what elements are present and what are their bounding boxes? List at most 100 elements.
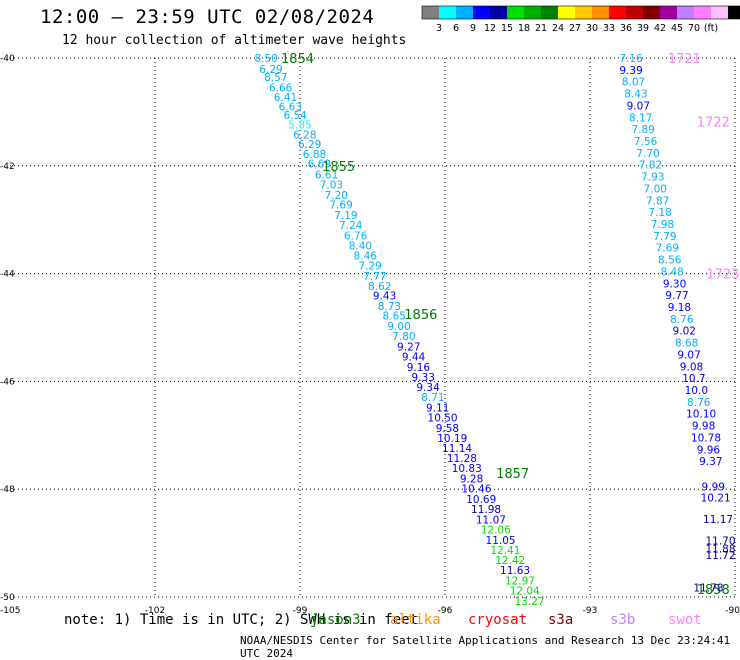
legend-label: 70 (688, 23, 700, 34)
wave-height-label: 9.11 (426, 402, 449, 414)
wave-height-label: 10.78 (691, 432, 721, 444)
legend-label: 27 (569, 23, 581, 34)
satellite-label-altika: altika (390, 612, 441, 628)
wave-height-label: 11.14 (442, 443, 472, 455)
wave-height-label: 9.34 (416, 382, 440, 394)
wave-height-label: 9.00 (387, 321, 410, 333)
legend-label: 36 (620, 23, 632, 34)
wave-height-label: 9.77 (665, 290, 688, 302)
wave-height-label: 7.77 (363, 271, 386, 283)
y-tick-label: -42 (0, 162, 15, 172)
wave-height-label: 7.20 (325, 190, 348, 202)
wave-height-label: 6.88 (303, 149, 326, 161)
legend-swatch (541, 6, 558, 19)
legend-swatch (558, 6, 575, 19)
wave-height-label: 6.29 (259, 64, 282, 76)
legend-label: 30 (586, 23, 598, 34)
wave-height-label: 8.40 (349, 241, 372, 253)
legend-swatch (592, 6, 609, 19)
wave-height-label: 7.98 (651, 219, 674, 231)
wave-height-label: 11.05 (486, 535, 516, 547)
legend-label: (ft) (704, 23, 718, 34)
x-tick-label: -90 (725, 606, 740, 616)
wave-height-label: 7.18 (648, 207, 671, 219)
wave-height-label: 6.29 (298, 139, 321, 151)
legend-label: 18 (518, 23, 530, 34)
wave-height-label: 9.07 (627, 100, 650, 112)
wave-height-label: 7.87 (646, 195, 669, 207)
satellite-label-s3b: s3b (610, 612, 636, 628)
wave-height-label: 9.08 (680, 361, 703, 373)
wave-height-label: 9.18 (668, 302, 691, 314)
legend-swatch (524, 6, 541, 19)
wave-height-label: 7.80 (392, 331, 415, 343)
wave-height-label: 7.69 (656, 243, 679, 255)
wave-height-label: 9.02 (673, 326, 696, 338)
wave-height-label: 10.83 (452, 463, 482, 475)
legend-label: 39 (637, 23, 649, 34)
wave-height-label: 8.65 (383, 311, 406, 323)
wave-height-label: 7.24 (339, 220, 363, 232)
wave-height-label: 12.41 (490, 545, 520, 557)
wave-height-label: 8.43 (624, 89, 647, 101)
wave-height-label: 6.66 (269, 83, 293, 95)
wave-height-label: 6.54 (283, 110, 307, 122)
time-label: 1856 (404, 308, 437, 323)
wave-height-label: 8.50 (254, 53, 277, 65)
wave-height-label: 7.56 (634, 136, 658, 148)
wave-height-label: 7.03 (320, 180, 343, 192)
wave-height-label: 9.39 (619, 65, 642, 77)
legend-label: 9 (470, 23, 476, 34)
satellite-label-s3a: s3a (548, 612, 574, 628)
legend-swatch (473, 6, 490, 19)
wave-height-label: 10.10 (686, 409, 716, 421)
map-title: 12:00 – 23:59 UTC 02/08/2024 (40, 6, 375, 28)
wave-height-label: 9.99 (702, 482, 725, 494)
wave-height-label: 11.70 (705, 535, 735, 547)
wave-height-label: 11.98 (471, 504, 501, 516)
wave-height-label: 8.68 (675, 338, 698, 350)
color-legend: 3 6 9 12 15 18 21 24 27 30 33 36 39 42 45 70 (ft) (421, 5, 740, 34)
wave-height-label: 9.58 (436, 423, 459, 435)
legend-label: 21 (535, 23, 547, 34)
wave-height-label: 8.76 (687, 397, 711, 409)
wave-height-label: 9.37 (699, 456, 722, 468)
y-tick-label: -50 (0, 593, 15, 603)
wave-height-label: 13.27 (515, 596, 545, 608)
wave-height-label: 7.00 (644, 183, 667, 195)
wave-height-label: 7.69 (329, 200, 352, 212)
wave-height-label: 8.07 (622, 77, 645, 89)
satellite-label-cryosat: cryosat (468, 612, 528, 628)
wave-height-label: 8.46 (354, 250, 378, 262)
wave-height-label: 8.48 (660, 266, 683, 278)
wave-height-label: 8.62 (368, 281, 391, 293)
legend-label: 45 (671, 23, 683, 34)
wave-height-label: 9.96 (697, 444, 721, 456)
wave-height-label: 12.97 (505, 575, 535, 587)
legend-swatch (422, 6, 439, 19)
time-label: 1723 (706, 268, 739, 283)
wave-height-label: 12.04 (510, 586, 540, 598)
legend-label: 24 (552, 23, 564, 34)
legend-swatch (456, 6, 473, 19)
wave-height-label: 6.41 (274, 92, 297, 104)
wave-height-label: 11.72 (705, 550, 735, 562)
track-2: 7.169.398.078.439.078.177.897.567.707.82… (619, 52, 739, 594)
wave-height-label: 11.78 (693, 582, 723, 594)
x-tick-label: -93 (583, 606, 598, 616)
wave-height-label: 8.71 (421, 392, 444, 404)
wave-height-label: 7.19 (334, 210, 357, 222)
wave-height-label: 9.27 (397, 341, 420, 353)
x-tick-label: -96 (438, 606, 453, 616)
track-1: 8.506.298.576.666.416.636.545.856.286.29… (254, 52, 729, 608)
wave-height-label: 6.69 (308, 159, 331, 171)
legend-swatch (711, 6, 728, 19)
wave-height-label: 10.7 (682, 373, 705, 385)
legend-swatch (490, 6, 507, 19)
y-tick-label: -44 (0, 270, 15, 280)
wave-height-label: 11.07 (476, 514, 506, 526)
wave-height-label: 6.28 (293, 130, 316, 142)
footer-note: note: 1) Time is in UTC; 2) SWH is in fe… (64, 612, 419, 628)
wave-height-label: 7.93 (641, 172, 664, 184)
